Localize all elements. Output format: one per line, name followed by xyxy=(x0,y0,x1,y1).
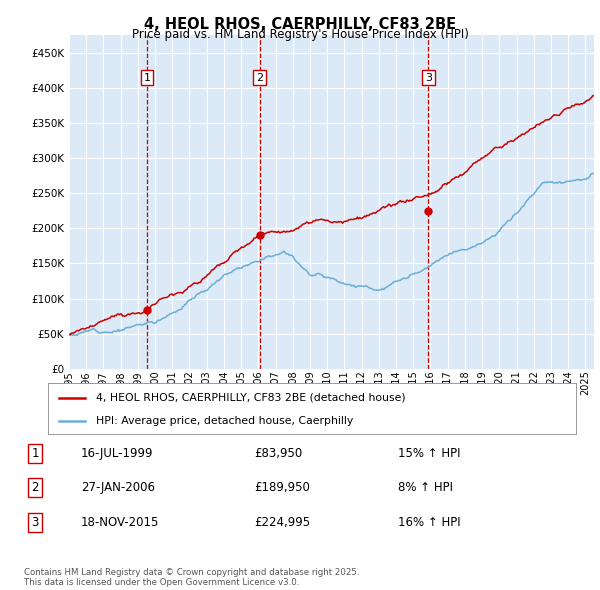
Text: £224,995: £224,995 xyxy=(254,516,310,529)
Text: 4, HEOL RHOS, CAERPHILLY, CF83 2BE (detached house): 4, HEOL RHOS, CAERPHILLY, CF83 2BE (deta… xyxy=(95,392,405,402)
Text: 27-JAN-2006: 27-JAN-2006 xyxy=(81,481,155,494)
Text: 1: 1 xyxy=(31,447,39,460)
Text: 2: 2 xyxy=(256,73,263,83)
Text: 16-JUL-1999: 16-JUL-1999 xyxy=(81,447,154,460)
Text: £189,950: £189,950 xyxy=(254,481,310,494)
Text: HPI: Average price, detached house, Caerphilly: HPI: Average price, detached house, Caer… xyxy=(95,415,353,425)
Text: 15% ↑ HPI: 15% ↑ HPI xyxy=(398,447,460,460)
Text: 2: 2 xyxy=(31,481,39,494)
Text: 3: 3 xyxy=(31,516,39,529)
Text: Contains HM Land Registry data © Crown copyright and database right 2025.
This d: Contains HM Land Registry data © Crown c… xyxy=(24,568,359,587)
Text: 18-NOV-2015: 18-NOV-2015 xyxy=(81,516,160,529)
Text: £83,950: £83,950 xyxy=(254,447,302,460)
Text: 4, HEOL RHOS, CAERPHILLY, CF83 2BE: 4, HEOL RHOS, CAERPHILLY, CF83 2BE xyxy=(144,17,456,31)
Text: 1: 1 xyxy=(143,73,151,83)
Text: 8% ↑ HPI: 8% ↑ HPI xyxy=(398,481,453,494)
Text: 3: 3 xyxy=(425,73,432,83)
Text: 16% ↑ HPI: 16% ↑ HPI xyxy=(398,516,461,529)
Text: Price paid vs. HM Land Registry's House Price Index (HPI): Price paid vs. HM Land Registry's House … xyxy=(131,28,469,41)
